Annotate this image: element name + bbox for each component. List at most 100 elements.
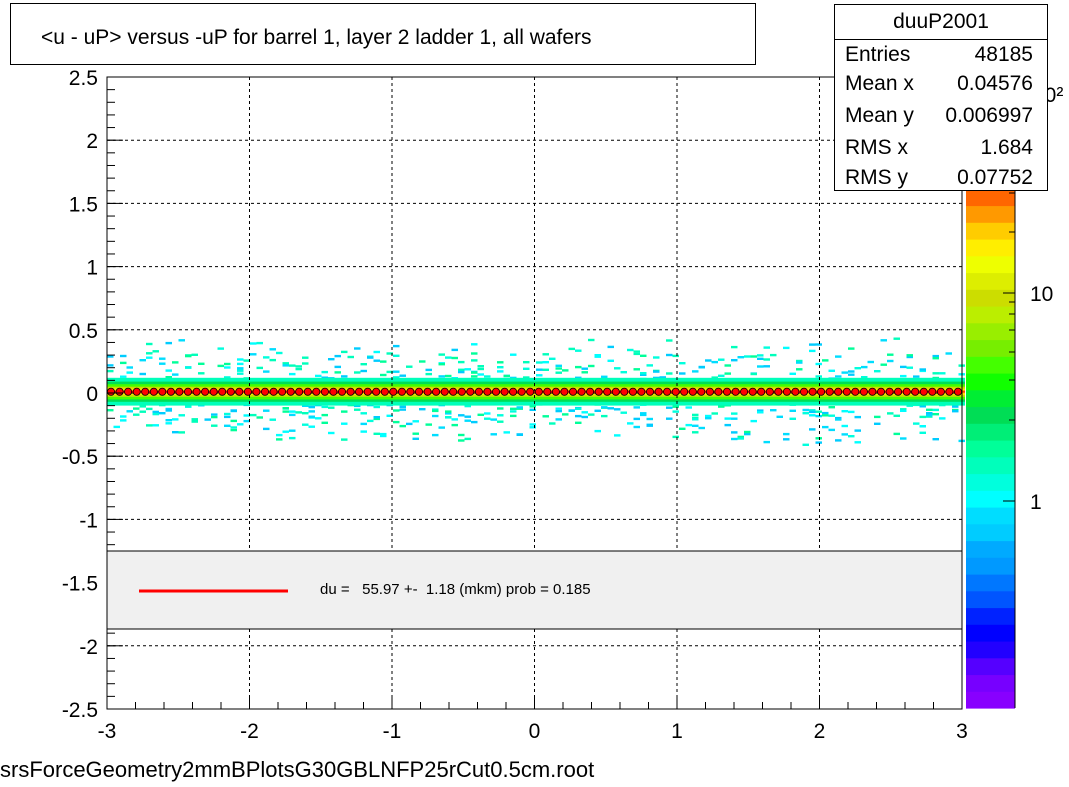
profile-point — [688, 387, 697, 396]
heatmap-cell — [822, 414, 829, 417]
y-tick-label: 0 — [86, 383, 98, 406]
profile-point — [800, 387, 809, 396]
heatmap-cell — [835, 375, 842, 378]
heatmap-cell — [692, 416, 699, 420]
profile-point — [560, 387, 569, 396]
heatmap-cell — [893, 337, 900, 340]
heatmap-cell — [763, 440, 770, 444]
heatmap-cell — [289, 364, 296, 367]
heatmap-cell — [828, 414, 835, 417]
heatmap-cell — [906, 354, 913, 357]
heatmap-cell — [133, 407, 140, 410]
heatmap-cell — [718, 358, 725, 361]
heatmap-cell — [471, 352, 478, 355]
heatmap-cell — [705, 359, 712, 362]
palette-swatch — [966, 691, 1015, 709]
heatmap-cell — [464, 368, 471, 371]
heatmap-cell — [861, 376, 868, 379]
fit-legend — [106, 550, 963, 630]
heatmap-cell — [224, 424, 231, 427]
heatmap-cell — [503, 431, 510, 434]
heatmap-cell — [523, 367, 530, 370]
heatmap-cell — [152, 350, 159, 353]
stats-value: 1.684 — [980, 136, 1033, 159]
profile-point — [782, 387, 791, 396]
heatmap-cell — [282, 362, 289, 365]
heatmap-cell — [308, 410, 315, 413]
heatmap-cell — [653, 356, 660, 359]
heatmap-cell — [880, 339, 887, 342]
profile-point — [209, 387, 218, 396]
heatmap-cell — [672, 435, 679, 439]
heatmap-cell — [705, 414, 712, 418]
profile-point — [919, 387, 928, 396]
heatmap-cell — [451, 418, 458, 421]
heatmap-cell — [952, 410, 959, 413]
profile-point — [286, 387, 295, 396]
heatmap-cell — [399, 374, 406, 377]
heatmap-cell — [698, 365, 705, 369]
stats-row-rms-x: RMS x 1.684 — [845, 133, 1033, 163]
heatmap-cell — [308, 405, 315, 409]
heatmap-cell — [302, 412, 309, 415]
heatmap-cell — [516, 406, 523, 409]
heatmap-cell — [887, 412, 894, 415]
heatmap-cell — [698, 426, 705, 430]
heatmap-cell — [724, 372, 731, 375]
heatmap-cell — [588, 338, 595, 342]
heatmap-cell — [373, 416, 380, 419]
profile-point — [201, 387, 210, 396]
heatmap-cell — [510, 407, 517, 410]
palette-swatch — [966, 188, 1015, 207]
heatmap-cell — [315, 417, 322, 420]
heatmap-cell — [653, 370, 660, 373]
heatmap-cell — [438, 375, 445, 378]
heatmap-cell — [731, 359, 738, 362]
heatmap-cell — [711, 360, 718, 364]
heatmap-cell — [497, 370, 504, 373]
heatmap-cell — [510, 414, 517, 418]
y-tick-label: 0.5 — [69, 320, 98, 343]
heatmap-cell — [646, 417, 653, 421]
heatmap-cell — [796, 359, 803, 363]
profile-point — [491, 387, 500, 396]
stats-key: Mean x — [845, 72, 914, 95]
heatmap-cell — [874, 415, 881, 419]
heatmap-cell — [685, 423, 692, 427]
heatmap-cell — [841, 424, 848, 428]
heatmap-cell — [809, 410, 816, 414]
heatmap-cell — [289, 436, 296, 440]
heatmap-cell — [757, 409, 764, 412]
heatmap-cell — [835, 418, 842, 421]
heatmap-cell — [230, 426, 237, 429]
heatmap-cell — [198, 362, 205, 365]
y-axis: -2.5 -2 -1.5 -1 -0.5 0 0.5 1 1.5 2 2.5 — [62, 67, 123, 722]
profile-point — [697, 387, 706, 396]
heatmap-cell — [178, 339, 185, 342]
heatmap-cell — [731, 417, 738, 420]
heatmap-cell — [815, 437, 822, 440]
heatmap-cell — [237, 358, 244, 361]
heatmap-cell — [458, 433, 465, 437]
heatmap-cell — [763, 358, 770, 361]
heatmap-cell — [828, 369, 835, 372]
heatmap-cell — [328, 358, 335, 361]
profile-point — [731, 387, 740, 396]
heatmap-cell — [432, 408, 439, 411]
heatmap-cell — [282, 407, 289, 410]
heatmap-cell — [477, 367, 484, 371]
heatmap-cell — [250, 413, 257, 417]
heatmap-cell — [321, 405, 328, 409]
heatmap-cell — [737, 437, 744, 440]
profile-point — [586, 387, 595, 396]
heatmap-cell — [932, 357, 939, 360]
profile-point — [278, 387, 287, 396]
heatmap-cell — [406, 365, 413, 368]
heatmap-cell — [165, 369, 172, 372]
heatmap-cell — [919, 369, 926, 373]
heatmap-cell — [477, 365, 484, 368]
profile-point — [372, 387, 381, 396]
heatmap-cell — [939, 417, 946, 420]
heatmap-cell — [802, 443, 809, 446]
